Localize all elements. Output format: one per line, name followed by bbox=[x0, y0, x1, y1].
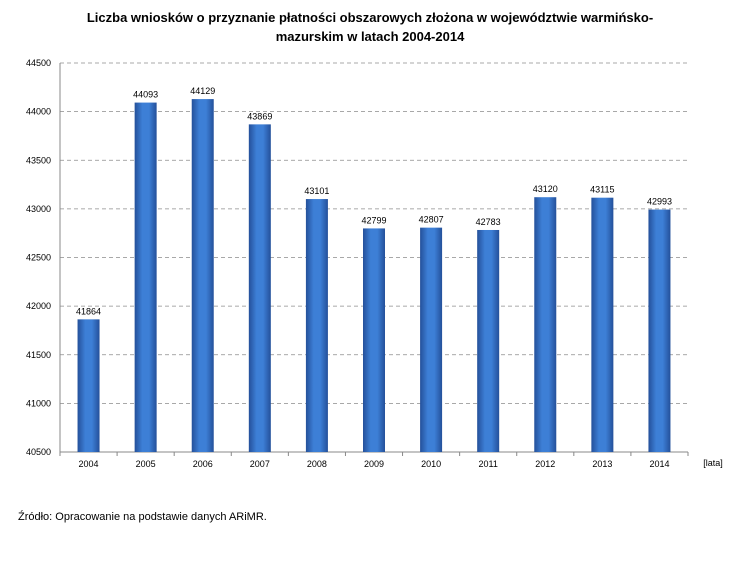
x-tick-label-2006: 2006 bbox=[193, 459, 213, 469]
x-tick-label-2013: 2013 bbox=[592, 459, 612, 469]
x-tick-label-2007: 2007 bbox=[250, 459, 270, 469]
y-tick-label: 44000 bbox=[26, 107, 51, 117]
x-tick-label-2009: 2009 bbox=[364, 459, 384, 469]
x-tick-label-2008: 2008 bbox=[307, 459, 327, 469]
x-axis-title: [lata] bbox=[703, 458, 723, 468]
bar-2010 bbox=[420, 227, 443, 452]
axes: 40500 41000 41500 42000 42500 43000 43500 44000… bbox=[26, 58, 689, 469]
data-labels: 41864 44093 44129 43869 43101 42799 42807 42783… bbox=[76, 86, 672, 316]
x-tick-label-2012: 2012 bbox=[535, 459, 555, 469]
y-tick-label: 43000 bbox=[26, 204, 51, 214]
y-tick-label: 41500 bbox=[26, 350, 51, 360]
data-label-2005: 44093 bbox=[133, 90, 158, 100]
source-note: Źródło: Opracowanie na podstawie danych … bbox=[18, 511, 267, 523]
data-label-2010: 42807 bbox=[419, 215, 444, 225]
data-label-2014: 42993 bbox=[647, 197, 672, 207]
y-tick-label: 41000 bbox=[26, 398, 51, 408]
data-label-2009: 42799 bbox=[361, 215, 386, 225]
bar-2006 bbox=[191, 99, 214, 453]
bar-2013 bbox=[591, 197, 614, 452]
data-label-2012: 43120 bbox=[533, 184, 558, 194]
bar-2008 bbox=[305, 199, 328, 452]
bar-2009 bbox=[363, 228, 385, 452]
chart-title: Liczba wniosków o przyznanie płatności o… bbox=[60, 8, 680, 46]
y-tick-label: 42500 bbox=[26, 253, 51, 263]
x-tick-label-2010: 2010 bbox=[421, 459, 441, 469]
bar-2007 bbox=[248, 124, 271, 452]
bar-2011 bbox=[477, 229, 500, 452]
data-label-2007: 43869 bbox=[247, 111, 272, 121]
x-tick-label-2004: 2004 bbox=[79, 459, 99, 469]
chart-title-line-1: Liczba wniosków o przyznanie płatności o… bbox=[86, 10, 654, 25]
x-tick-label-2011: 2011 bbox=[479, 459, 498, 469]
data-label-2004: 41864 bbox=[76, 306, 101, 316]
bar-2012 bbox=[534, 197, 557, 452]
data-label-2013: 43115 bbox=[590, 185, 614, 195]
bar-2005 bbox=[134, 102, 157, 452]
y-tick-label: 44500 bbox=[26, 58, 51, 68]
chart-title-line-2: mazurskim w latach 2004-2014 bbox=[275, 29, 465, 44]
y-tick-label: 40500 bbox=[26, 447, 51, 457]
x-tick-label-2014: 2014 bbox=[649, 459, 669, 469]
y-tick-label: 42000 bbox=[26, 301, 51, 311]
x-tick-label-2005: 2005 bbox=[136, 459, 156, 469]
bar-2004 bbox=[77, 319, 100, 452]
data-label-2006: 44129 bbox=[190, 86, 215, 96]
bars bbox=[77, 99, 671, 453]
y-tick-label: 43500 bbox=[26, 155, 51, 165]
data-label-2008: 43101 bbox=[304, 186, 329, 196]
bar-2014 bbox=[648, 209, 671, 452]
data-label-2011: 42783 bbox=[476, 217, 501, 227]
